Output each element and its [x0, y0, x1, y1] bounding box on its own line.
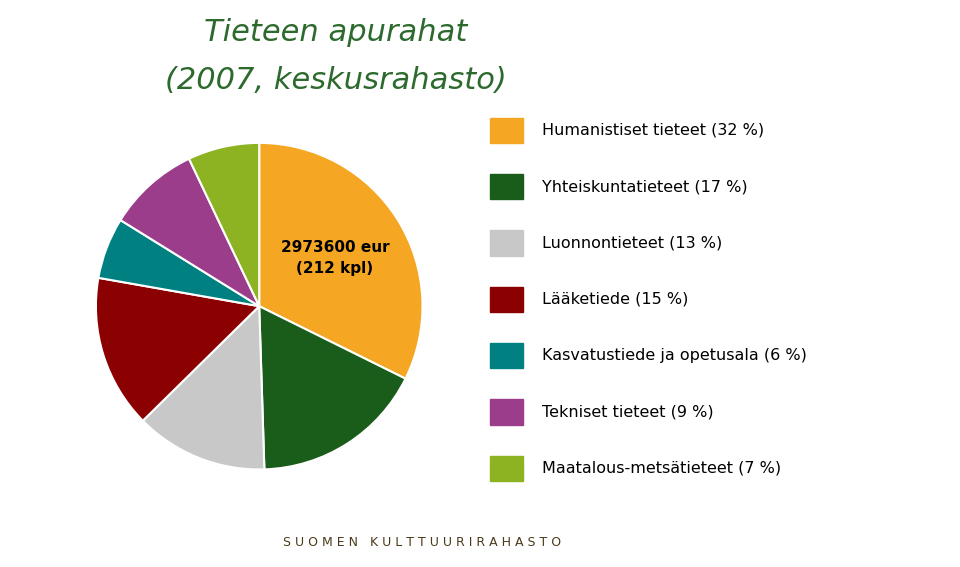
FancyBboxPatch shape	[490, 230, 523, 256]
FancyBboxPatch shape	[490, 174, 523, 199]
Text: Tekniset tieteet (9 %): Tekniset tieteet (9 %)	[542, 404, 714, 420]
Text: Lääketiede (15 %): Lääketiede (15 %)	[542, 292, 688, 307]
Text: Humanistiset tieteet (32 %): Humanistiset tieteet (32 %)	[542, 122, 764, 138]
FancyBboxPatch shape	[490, 456, 523, 481]
Text: Luonnontieteet (13 %): Luonnontieteet (13 %)	[542, 235, 723, 251]
FancyBboxPatch shape	[490, 117, 523, 143]
Wedge shape	[259, 143, 422, 379]
Wedge shape	[96, 278, 259, 421]
Text: Tieteen apurahat: Tieteen apurahat	[204, 18, 468, 47]
FancyBboxPatch shape	[490, 399, 523, 425]
Text: Yhteiskuntatieteet (17 %): Yhteiskuntatieteet (17 %)	[542, 179, 748, 194]
Text: S U O M E N   K U L T T U U R I R A H A S T O: S U O M E N K U L T T U U R I R A H A S …	[283, 536, 562, 549]
FancyBboxPatch shape	[490, 286, 523, 312]
Wedge shape	[120, 159, 259, 306]
FancyBboxPatch shape	[490, 343, 523, 368]
Text: 2973600 eur
(212 kpl): 2973600 eur (212 kpl)	[280, 240, 390, 276]
Text: Maatalous-metsätieteet (7 %): Maatalous-metsätieteet (7 %)	[542, 461, 781, 476]
Wedge shape	[98, 220, 259, 306]
Text: Kasvatustiede ja opetusala (6 %): Kasvatustiede ja opetusala (6 %)	[542, 348, 807, 363]
Wedge shape	[259, 306, 405, 469]
Wedge shape	[143, 306, 264, 469]
Text: (2007, keskusrahasto): (2007, keskusrahasto)	[165, 66, 507, 95]
Wedge shape	[189, 143, 259, 306]
